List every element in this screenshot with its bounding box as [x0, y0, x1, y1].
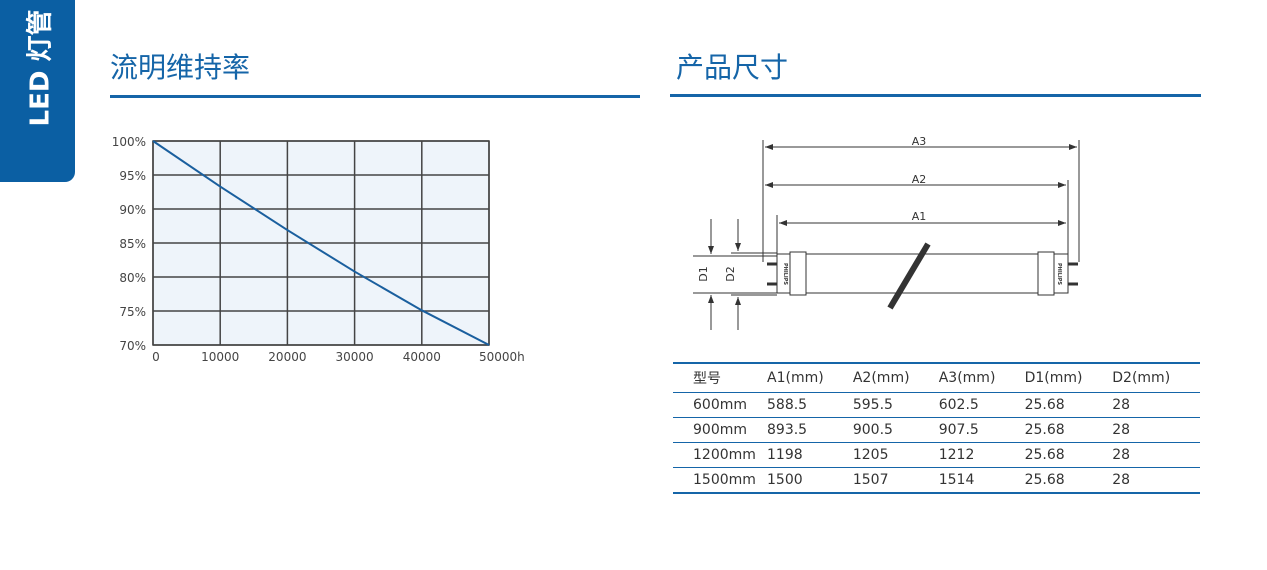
cell: 28 — [1112, 417, 1200, 443]
table-header-row: 型号 A1(mm) A2(mm) A3(mm) D1(mm) D2(mm) — [673, 362, 1200, 393]
lumen-maintenance-line — [152, 140, 490, 346]
x-tick-label: 30000 — [336, 350, 374, 364]
lumen-maintenance-title: 流明维持率 — [110, 51, 251, 84]
cell: 588.5 — [767, 392, 853, 418]
cell: 893.5 — [767, 417, 853, 443]
header-cell: A2(mm) — [852, 362, 939, 393]
dimensions-table: 型号 A1(mm) A2(mm) A3(mm) D1(mm) D2(mm) 60… — [673, 362, 1200, 494]
tube-body — [776, 253, 1069, 294]
dimensions-title: 产品尺寸 — [676, 51, 789, 84]
y-tick-label: 90% — [119, 203, 146, 217]
header-cell: A3(mm) — [938, 362, 1025, 393]
a2-label: A2 — [912, 173, 927, 186]
cell: 28 — [1112, 392, 1200, 418]
section-divider — [670, 94, 1201, 97]
y-tick-label: 75% — [119, 305, 146, 319]
table-row: 600mm 588.5 595.5 602.5 25.68 28 — [673, 392, 1200, 418]
end-cap — [1037, 251, 1055, 296]
y-tick-label: 100% — [112, 135, 146, 149]
y-tick-label: 80% — [119, 271, 146, 285]
cell: 1212 — [938, 442, 1025, 468]
a1-label: A1 — [912, 210, 927, 223]
break-mark — [887, 242, 931, 310]
x-tick-label: 50000h — [479, 350, 525, 364]
header-cell: D2(mm) — [1112, 362, 1200, 393]
cell: 1500mm — [673, 467, 767, 494]
cell: 1200mm — [673, 442, 767, 468]
table-row: 900mm 893.5 900.5 907.5 25.68 28 — [673, 417, 1200, 443]
x-tick-label: 20000 — [268, 350, 306, 364]
header-cell: D1(mm) — [1024, 362, 1113, 393]
x-tick-label: 0 — [152, 350, 160, 364]
a3-label: A3 — [912, 135, 927, 148]
cell: 907.5 — [938, 417, 1025, 443]
y-tick-label: 70% — [119, 339, 146, 353]
cell: 595.5 — [852, 392, 939, 418]
x-tick-label: 10000 — [201, 350, 239, 364]
cell: 1500 — [767, 467, 853, 494]
cell: 1507 — [852, 467, 939, 494]
cell: 25.68 — [1024, 417, 1113, 443]
cell: 600mm — [673, 392, 767, 418]
table-row: 1500mm 1500 1507 1514 25.68 28 — [673, 467, 1200, 494]
cell: 1205 — [852, 442, 939, 468]
cell: 28 — [1112, 467, 1200, 494]
cell: 1198 — [767, 442, 853, 468]
cell: 25.68 — [1024, 442, 1113, 468]
header-cell: A1(mm) — [767, 362, 853, 393]
table-row: 1200mm 1198 1205 1212 25.68 28 — [673, 442, 1200, 468]
cell: 25.68 — [1024, 392, 1113, 418]
x-tick-label: 40000 — [403, 350, 441, 364]
section-divider — [110, 95, 640, 98]
cell: 602.5 — [938, 392, 1025, 418]
brand-logo: PHILIPS — [1056, 263, 1062, 285]
tube-dimension-diagram: A3 A2 A1 D1 D2 PHILIPS PHILIPS — [693, 135, 1080, 330]
end-cap — [789, 251, 807, 296]
lumen-chart: 0 10000 20000 30000 40000 50000h 100% 95% 90% 85%… — [112, 135, 525, 364]
cell: 25.68 — [1024, 467, 1113, 494]
header-cell: 型号 — [673, 362, 767, 393]
brand-logo: PHILIPS — [782, 263, 788, 285]
side-category-tab: LED 灯管 — [0, 0, 75, 182]
y-tick-label: 95% — [119, 169, 146, 183]
y-tick-label: 85% — [119, 237, 146, 251]
d1-label: D1 — [697, 266, 710, 281]
cell: 900mm — [673, 417, 767, 443]
cell: 900.5 — [852, 417, 939, 443]
cell: 1514 — [938, 467, 1025, 494]
d2-label: D2 — [724, 266, 737, 281]
cell: 28 — [1112, 442, 1200, 468]
